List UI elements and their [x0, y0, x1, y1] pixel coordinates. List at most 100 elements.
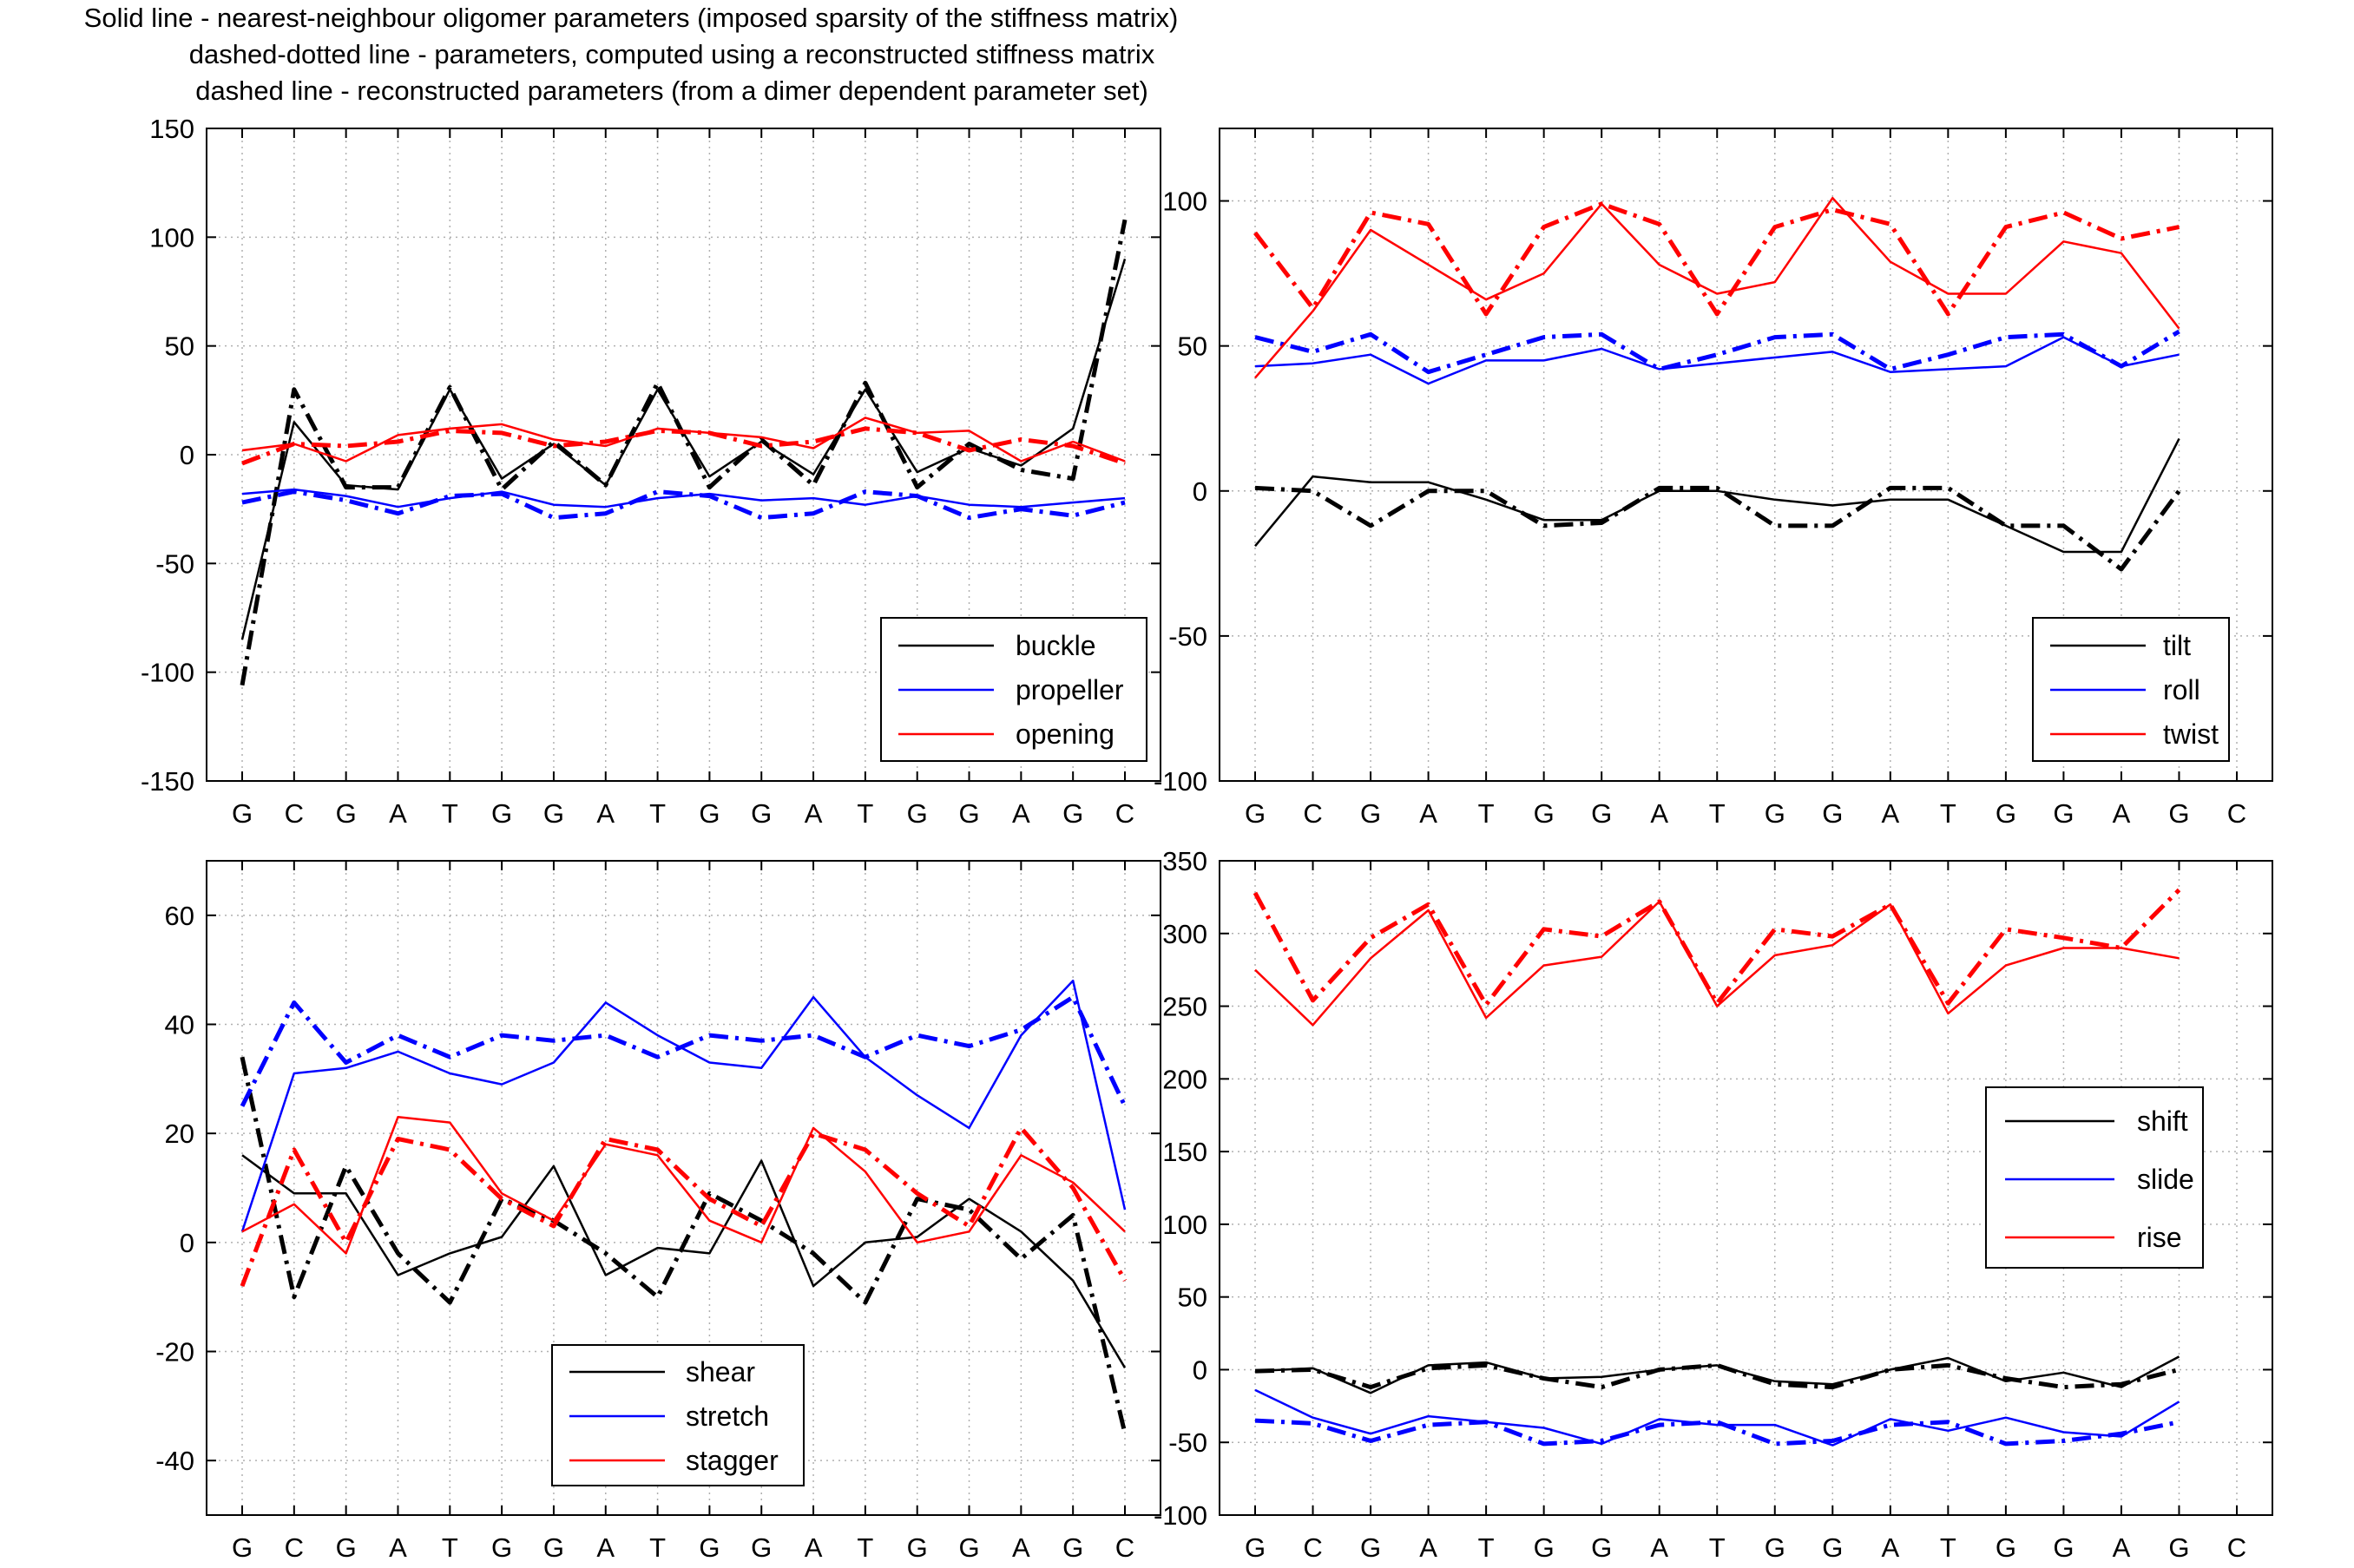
legend-label-shear: shear [686, 1356, 755, 1388]
series-line-rise-solid [1254, 900, 2180, 1027]
series-line-roll-dashdot [1254, 329, 2180, 375]
y-tick-label: 250 [1162, 992, 1207, 1022]
series-line-roll-solid [1254, 336, 2180, 385]
x-tick-label: A [596, 1532, 615, 1563]
x-tick-label: T [1940, 1532, 1956, 1563]
x-tick-label: G [336, 1532, 357, 1563]
x-tick-label: G [1591, 798, 1612, 829]
y-tick-label: 150 [1162, 1137, 1207, 1167]
panel-step-rotations: 100 50 0 -50 -100 G C G A T G G A T G G A T G G A G C tilt rol… [1154, 128, 2273, 829]
x-tick-label: G [699, 798, 720, 829]
x-tick-label: A [1419, 798, 1437, 829]
x-tick-label: T [857, 1532, 873, 1563]
x-tick-label: T [442, 1532, 458, 1563]
x-tick-label: C [2227, 1532, 2246, 1563]
series-line-tilt-solid [1254, 438, 2180, 554]
x-tick-label: T [1478, 798, 1495, 829]
legend-label-tilt: tilt [2163, 630, 2191, 661]
x-tick-label: G [1245, 798, 1266, 829]
series-line-rise-dashdot [1253, 888, 2181, 1007]
x-tick-label: G [2053, 1532, 2074, 1563]
series-line-slide-dashdot [1254, 1418, 2180, 1447]
y-tick-label: -50 [155, 548, 194, 579]
series-line-stagger-solid [241, 1116, 1126, 1255]
x-tick-label: A [596, 798, 615, 829]
x-tick-label: G [1534, 1532, 1555, 1563]
y-tick-label: -50 [1168, 1427, 1207, 1458]
title-line-3: dashed line - reconstructed parameters (… [195, 75, 1148, 106]
x-tick-label: G [1822, 1532, 1843, 1563]
legend-label-shift: shift [2137, 1105, 2188, 1137]
x-tick-label: G [958, 798, 979, 829]
legend-label-propeller: propeller [1016, 674, 1124, 705]
legend-label-slide: slide [2137, 1164, 2194, 1195]
x-tick-label: T [1478, 1532, 1495, 1563]
x-tick-label: A [2113, 798, 2131, 829]
x-tick-label: G [1062, 1532, 1083, 1563]
y-tick-label: 0 [180, 1228, 194, 1258]
x-tick-label: G [907, 798, 928, 829]
x-tick-label: C [1303, 1532, 1322, 1563]
y-tick-label: 0 [1193, 1355, 1207, 1385]
title-line-1: Solid line - nearest-neighbour oligomer … [84, 3, 1179, 33]
y-tick-label: 50 [1178, 1283, 1207, 1313]
x-tick-label: A [1881, 798, 1899, 829]
x-tick-label: A [389, 798, 407, 829]
legend: buckle propeller opening [880, 617, 1147, 762]
x-tick-label: T [1709, 798, 1726, 829]
x-tick-label: A [389, 1532, 407, 1563]
legend-label-rise: rise [2137, 1222, 2182, 1253]
y-tick-label: -50 [1168, 621, 1207, 652]
x-tick-label: G [1996, 798, 2016, 829]
y-tick-label: -150 [141, 766, 194, 797]
series-line-propeller-dashdot [241, 489, 1126, 521]
x-tick-label: A [805, 798, 823, 829]
x-tick-label: C [1115, 1532, 1134, 1563]
y-tick-label: 150 [149, 114, 194, 144]
x-tick-label: G [1360, 798, 1381, 829]
axes-frame [1219, 128, 2273, 782]
legend: tilt roll twist [2032, 617, 2230, 762]
x-tick-label: G [1591, 1532, 1612, 1563]
x-tick-label: A [1012, 1532, 1030, 1563]
y-tick-label: 40 [165, 1010, 194, 1040]
x-tick-label: T [857, 798, 873, 829]
x-tick-label: C [285, 1532, 304, 1563]
series-line-slide-solid [1254, 1388, 2180, 1447]
series-line-stagger-dashdot [240, 1125, 1128, 1287]
x-tick-label: A [805, 1532, 823, 1563]
x-tick-label: A [1881, 1532, 1899, 1563]
y-tick-label: 60 [165, 901, 194, 931]
x-tick-label: A [2113, 1532, 2131, 1563]
legend-label-stretch: stretch [686, 1401, 769, 1432]
x-tick-label: G [2168, 1532, 2189, 1563]
x-tick-label: A [1650, 798, 1668, 829]
x-tick-label: A [1012, 798, 1030, 829]
x-tick-label: G [1360, 1532, 1381, 1563]
x-tick-label: A [1650, 1532, 1668, 1563]
x-tick-label: G [1996, 1532, 2016, 1563]
x-tick-label: G [232, 798, 253, 829]
x-tick-label: G [699, 1532, 720, 1563]
x-tick-label: G [2053, 798, 2074, 829]
y-tick-label: 100 [1162, 1210, 1207, 1240]
y-tick-label: 200 [1162, 1064, 1207, 1094]
series-line-stretch-solid [240, 979, 1127, 1232]
x-tick-label: T [442, 798, 458, 829]
x-tick-label: C [1115, 798, 1134, 829]
x-tick-label: G [958, 1532, 979, 1563]
axes-frame [1219, 860, 2273, 1516]
y-tick-label: 100 [149, 222, 194, 253]
y-tick-label: 0 [1193, 476, 1207, 507]
x-tick-label: G [543, 798, 564, 829]
y-tick-label: 350 [1162, 846, 1207, 876]
title-line-2: dashed-dotted line - parameters, compute… [189, 39, 1155, 69]
x-tick-label: G [336, 798, 357, 829]
series-line-twist-solid [1254, 196, 2180, 379]
x-tick-label: G [2168, 798, 2189, 829]
x-tick-label: G [1062, 798, 1083, 829]
y-tick-label: 50 [165, 331, 194, 362]
x-tick-label: G [1765, 798, 1785, 829]
